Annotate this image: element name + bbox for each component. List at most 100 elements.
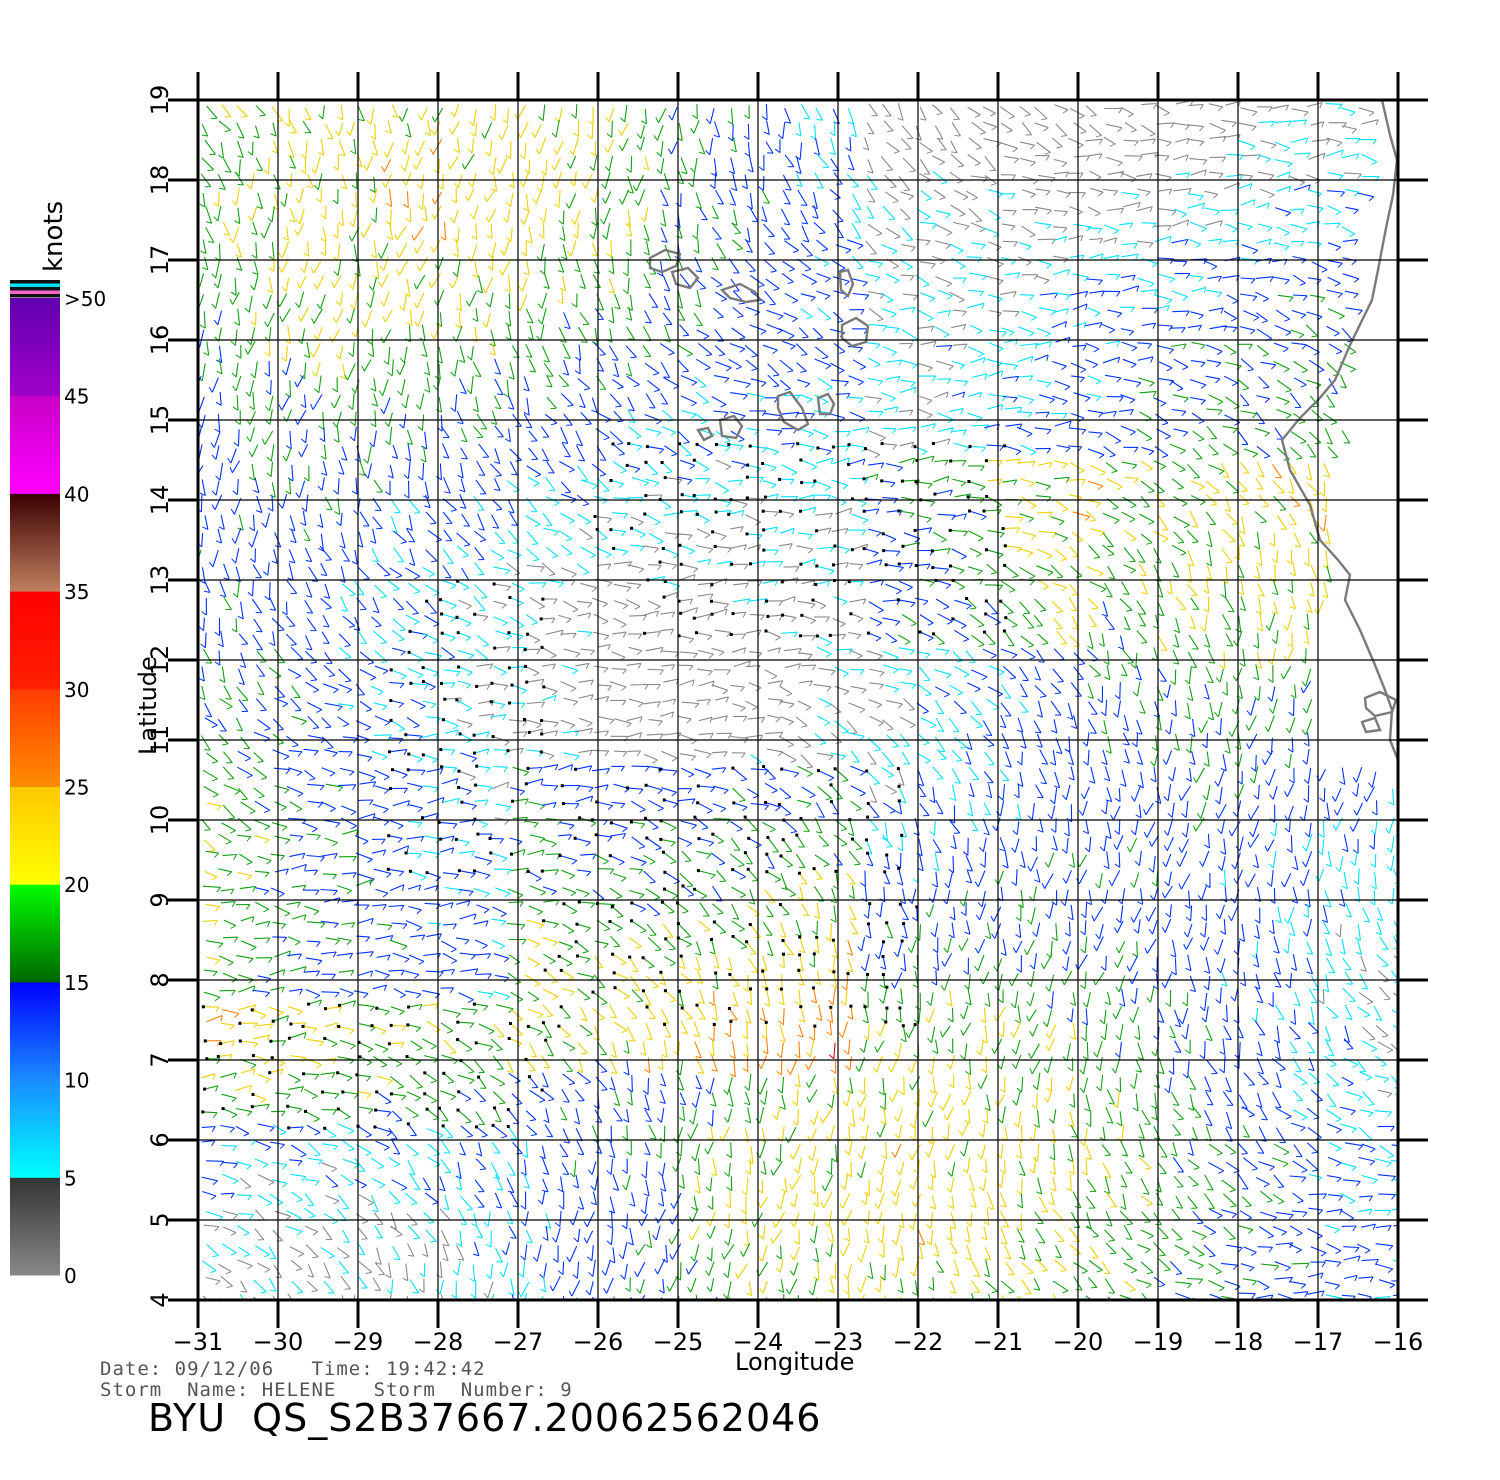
wind-vector: [303, 394, 307, 408]
wind-vector: [831, 527, 849, 533]
wind-vector-barb: [502, 217, 508, 223]
wind-vector-barb: [1334, 282, 1341, 287]
wind-vector-barb: [1285, 212, 1291, 217]
wind-vector: [868, 260, 883, 264]
wind-vector-barb: [565, 203, 570, 209]
wind-vector: [797, 189, 808, 206]
wind-vector: [1275, 630, 1279, 644]
wind-vector: [1171, 290, 1188, 298]
wind-vector-barb: [1121, 674, 1128, 677]
rain-flag-marker: [778, 509, 782, 513]
wind-vector-barb: [452, 253, 459, 258]
wind-vector-barb: [337, 116, 344, 121]
wind-vector-barb: [1185, 310, 1190, 317]
wind-vector: [1153, 460, 1166, 467]
wind-vector: [1124, 155, 1143, 157]
wind-vector: [561, 290, 564, 304]
wind-vector: [370, 108, 375, 125]
wind-vector: [816, 290, 831, 297]
wind-vector-barb: [306, 648, 313, 651]
rain-flag-marker: [389, 699, 393, 703]
wind-vector: [850, 685, 867, 690]
wind-vector-barb: [707, 559, 712, 566]
wind-vector: [1158, 378, 1174, 382]
wind-vector: [610, 529, 626, 533]
wind-vector-barb: [454, 182, 459, 189]
wind-vector-barb: [944, 650, 950, 656]
wind-vector: [932, 170, 948, 183]
wind-vector: [249, 380, 255, 397]
rain-flag-marker: [745, 475, 749, 479]
wind-vector: [801, 273, 817, 283]
rain-flag-marker: [692, 616, 696, 620]
wind-vector-barb: [1116, 377, 1122, 383]
colorbar-tick-label: 0: [64, 1264, 77, 1288]
wind-vector-barb: [1081, 479, 1086, 485]
wind-vector-barb: [758, 580, 763, 587]
rain-flag-marker: [457, 665, 461, 669]
wind-vector-barb: [787, 370, 794, 373]
wind-vector-barb: [1220, 129, 1226, 134]
wind-vector-barb: [1101, 290, 1105, 297]
wind-vector-barb: [1030, 193, 1036, 199]
wind-vector: [816, 239, 829, 250]
wind-vector: [1157, 601, 1165, 616]
wind-vector: [540, 243, 545, 262]
wind-vector-barb: [1034, 678, 1041, 681]
wind-vector: [1072, 511, 1090, 518]
wind-vector: [593, 222, 598, 239]
wind-vector: [507, 499, 515, 514]
wind-vector-barb: [943, 606, 950, 610]
wind-vector-barb: [1089, 519, 1096, 522]
wind-vector-barb: [763, 131, 770, 135]
wind-vector: [401, 107, 409, 122]
wind-vector: [716, 510, 732, 513]
wind-vector-barb: [1048, 462, 1053, 469]
wind-vector-barb: [825, 486, 831, 491]
wind-vector: [358, 631, 367, 644]
wind-vector: [1104, 616, 1115, 630]
rain-flag-marker: [456, 579, 460, 583]
wind-vector-barb: [980, 244, 986, 250]
wind-vector-barb: [337, 222, 344, 227]
wind-vector-barb: [199, 203, 206, 208]
rain-flag-marker: [828, 633, 832, 637]
wind-vector: [575, 104, 578, 119]
wind-vector-barb: [1251, 126, 1257, 132]
wind-vector-barb: [467, 671, 473, 677]
wind-vector-barb: [300, 522, 307, 526]
wind-vector: [231, 460, 241, 474]
wind-vector-barb: [1204, 169, 1207, 176]
rain-flag-marker: [762, 528, 766, 532]
wind-vector: [264, 430, 274, 445]
wind-vector: [834, 545, 850, 551]
wind-vector: [714, 629, 731, 633]
rain-flag-marker: [715, 443, 718, 446]
rain-flag-marker: [913, 445, 917, 449]
wind-vector-barb: [1185, 273, 1191, 279]
wind-vector: [967, 412, 983, 419]
wind-vector-barb: [419, 705, 426, 710]
wind-vector-barb: [995, 246, 1002, 251]
wind-vector-barb: [662, 204, 669, 207]
wind-vector-barb: [774, 511, 779, 518]
wind-vector-barb: [307, 185, 314, 189]
wind-vector-barb: [198, 626, 204, 631]
wind-vector: [918, 408, 933, 416]
wind-vector: [732, 306, 744, 317]
wind-vector: [1121, 106, 1134, 115]
wind-vector-barb: [1114, 237, 1118, 244]
wind-vector: [576, 222, 580, 239]
wind-vector: [236, 395, 239, 411]
wind-vector: [901, 227, 914, 241]
wind-vector-barb: [1333, 332, 1340, 337]
wind-vector: [679, 544, 695, 552]
rain-flag-marker: [443, 697, 447, 701]
wind-vector-barb: [1169, 278, 1175, 283]
wind-vector: [201, 157, 214, 171]
wind-vector: [1294, 684, 1297, 699]
wind-vector: [307, 241, 310, 257]
wind-vector: [881, 103, 892, 117]
wind-vector: [900, 681, 917, 686]
wind-vector-barb: [1268, 194, 1275, 199]
